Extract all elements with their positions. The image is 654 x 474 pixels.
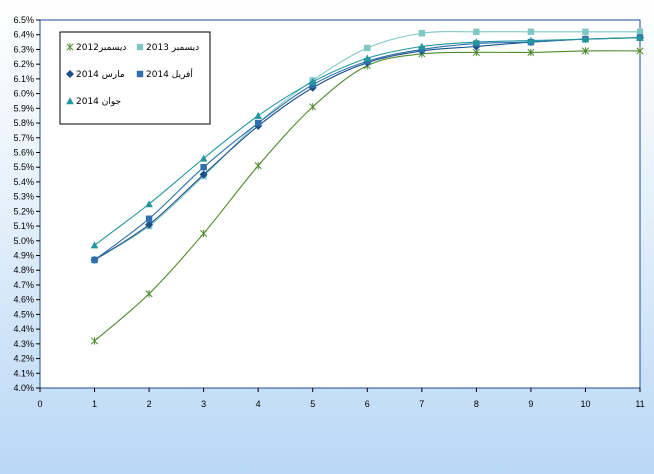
data-point [472, 38, 481, 46]
y-tick-label: 4.9% [13, 251, 34, 261]
legend-marker [66, 70, 74, 78]
data-point [145, 290, 153, 298]
legend: ديسمبر2012 ديسمبر 2013 مارس 2014 أفريل 2014… [59, 31, 211, 125]
y-tick-label: 6.3% [13, 44, 34, 54]
data-point [636, 33, 644, 41]
x-tick-label: 1 [92, 399, 97, 409]
x-tick-label: 11 [635, 399, 644, 409]
x-tick-label: 4 [256, 399, 261, 409]
y-tick-label: 6.1% [13, 74, 34, 84]
data-point [636, 28, 644, 35]
data-point [581, 35, 590, 43]
y-tick-label: 4.6% [13, 295, 34, 305]
x-tick-label: 6 [365, 399, 370, 409]
data-point [199, 170, 208, 179]
legend-marker [66, 43, 74, 51]
data-point [145, 200, 153, 208]
legend-label: مارس 2014 [76, 70, 125, 80]
data-point [309, 103, 317, 111]
data-point [145, 215, 153, 222]
data-point [254, 162, 262, 170]
y-tick-label: 4.0% [13, 383, 34, 393]
y-tick-label: 5.1% [13, 221, 34, 231]
y-tick-label: 6.4% [13, 30, 34, 40]
data-point [200, 164, 207, 171]
data-point [91, 256, 98, 264]
data-point [145, 220, 154, 229]
y-tick-label: 5.5% [13, 162, 34, 172]
y-tick-label: 5.0% [13, 236, 34, 246]
y-tick-label: 4.8% [13, 265, 34, 275]
legend-marker [136, 70, 144, 78]
x-tick-label: 0 [37, 399, 42, 409]
data-point [254, 111, 262, 119]
legend-marker [136, 43, 144, 51]
series-line [94, 37, 641, 261]
data-point [527, 48, 535, 57]
legend-label: أفريل 2014 [146, 68, 193, 80]
series-group [90, 28, 644, 345]
legend-box [59, 31, 211, 125]
y-tick-label: 4.3% [13, 339, 34, 349]
x-tick-label: 8 [474, 399, 479, 409]
data-point [636, 47, 644, 55]
series-line [94, 50, 641, 342]
x-tick-label: 3 [201, 399, 206, 409]
data-point [527, 36, 535, 44]
x-tick-label: 7 [419, 399, 424, 409]
data-point [418, 42, 426, 50]
y-tick-label: 6.5% [13, 15, 34, 25]
series-line [94, 37, 641, 246]
x-tick-label: 9 [528, 399, 533, 409]
y-tick-label: 4.2% [13, 354, 34, 364]
series-line [94, 31, 640, 261]
x-tick-label: 2 [147, 399, 152, 409]
data-point [254, 119, 262, 127]
data-point [364, 44, 371, 52]
data-point [418, 30, 426, 37]
axes: 4.0% 4.1% 4.2% 4.3% 4.4% 4.5% 4.6% 4.7% 4.8% 4.9%… [13, 15, 644, 409]
data-point [473, 28, 480, 35]
y-tick-label: 4.5% [13, 309, 34, 319]
legend-label: ديسمبر 2013 [146, 43, 199, 53]
legend-label: جوان 2014 [76, 97, 121, 107]
data-point [308, 78, 317, 86]
legend-label: ديسمبر2012 [76, 43, 126, 53]
data-point [200, 229, 208, 238]
y-tick-label: 5.3% [13, 192, 34, 202]
y-tick-label: 5.9% [13, 103, 34, 113]
y-tick-label: 4.1% [13, 368, 34, 378]
y-tick-label: 6.0% [13, 89, 34, 99]
data-point [581, 47, 590, 55]
data-point [199, 154, 208, 162]
y-tick-label: 4.7% [13, 280, 34, 290]
x-tick-label: 5 [310, 399, 315, 409]
y-tick-label: 5.4% [13, 177, 34, 187]
y-tick-label: 5.6% [13, 147, 34, 157]
data-point [527, 28, 535, 35]
y-tick-label: 5.2% [13, 206, 34, 216]
data-point [90, 241, 99, 249]
y-tick-label: 4.4% [13, 324, 34, 334]
data-point [90, 337, 99, 345]
y-tick-label: 6.2% [13, 59, 34, 69]
y-tick-label: 5.7% [13, 133, 34, 143]
series-5 [90, 33, 644, 249]
x-tick-label: 10 [580, 399, 590, 409]
y-tick-label: 5.8% [13, 118, 34, 128]
legend-marker [66, 97, 74, 105]
data-point [363, 54, 372, 62]
data-point [582, 28, 589, 35]
